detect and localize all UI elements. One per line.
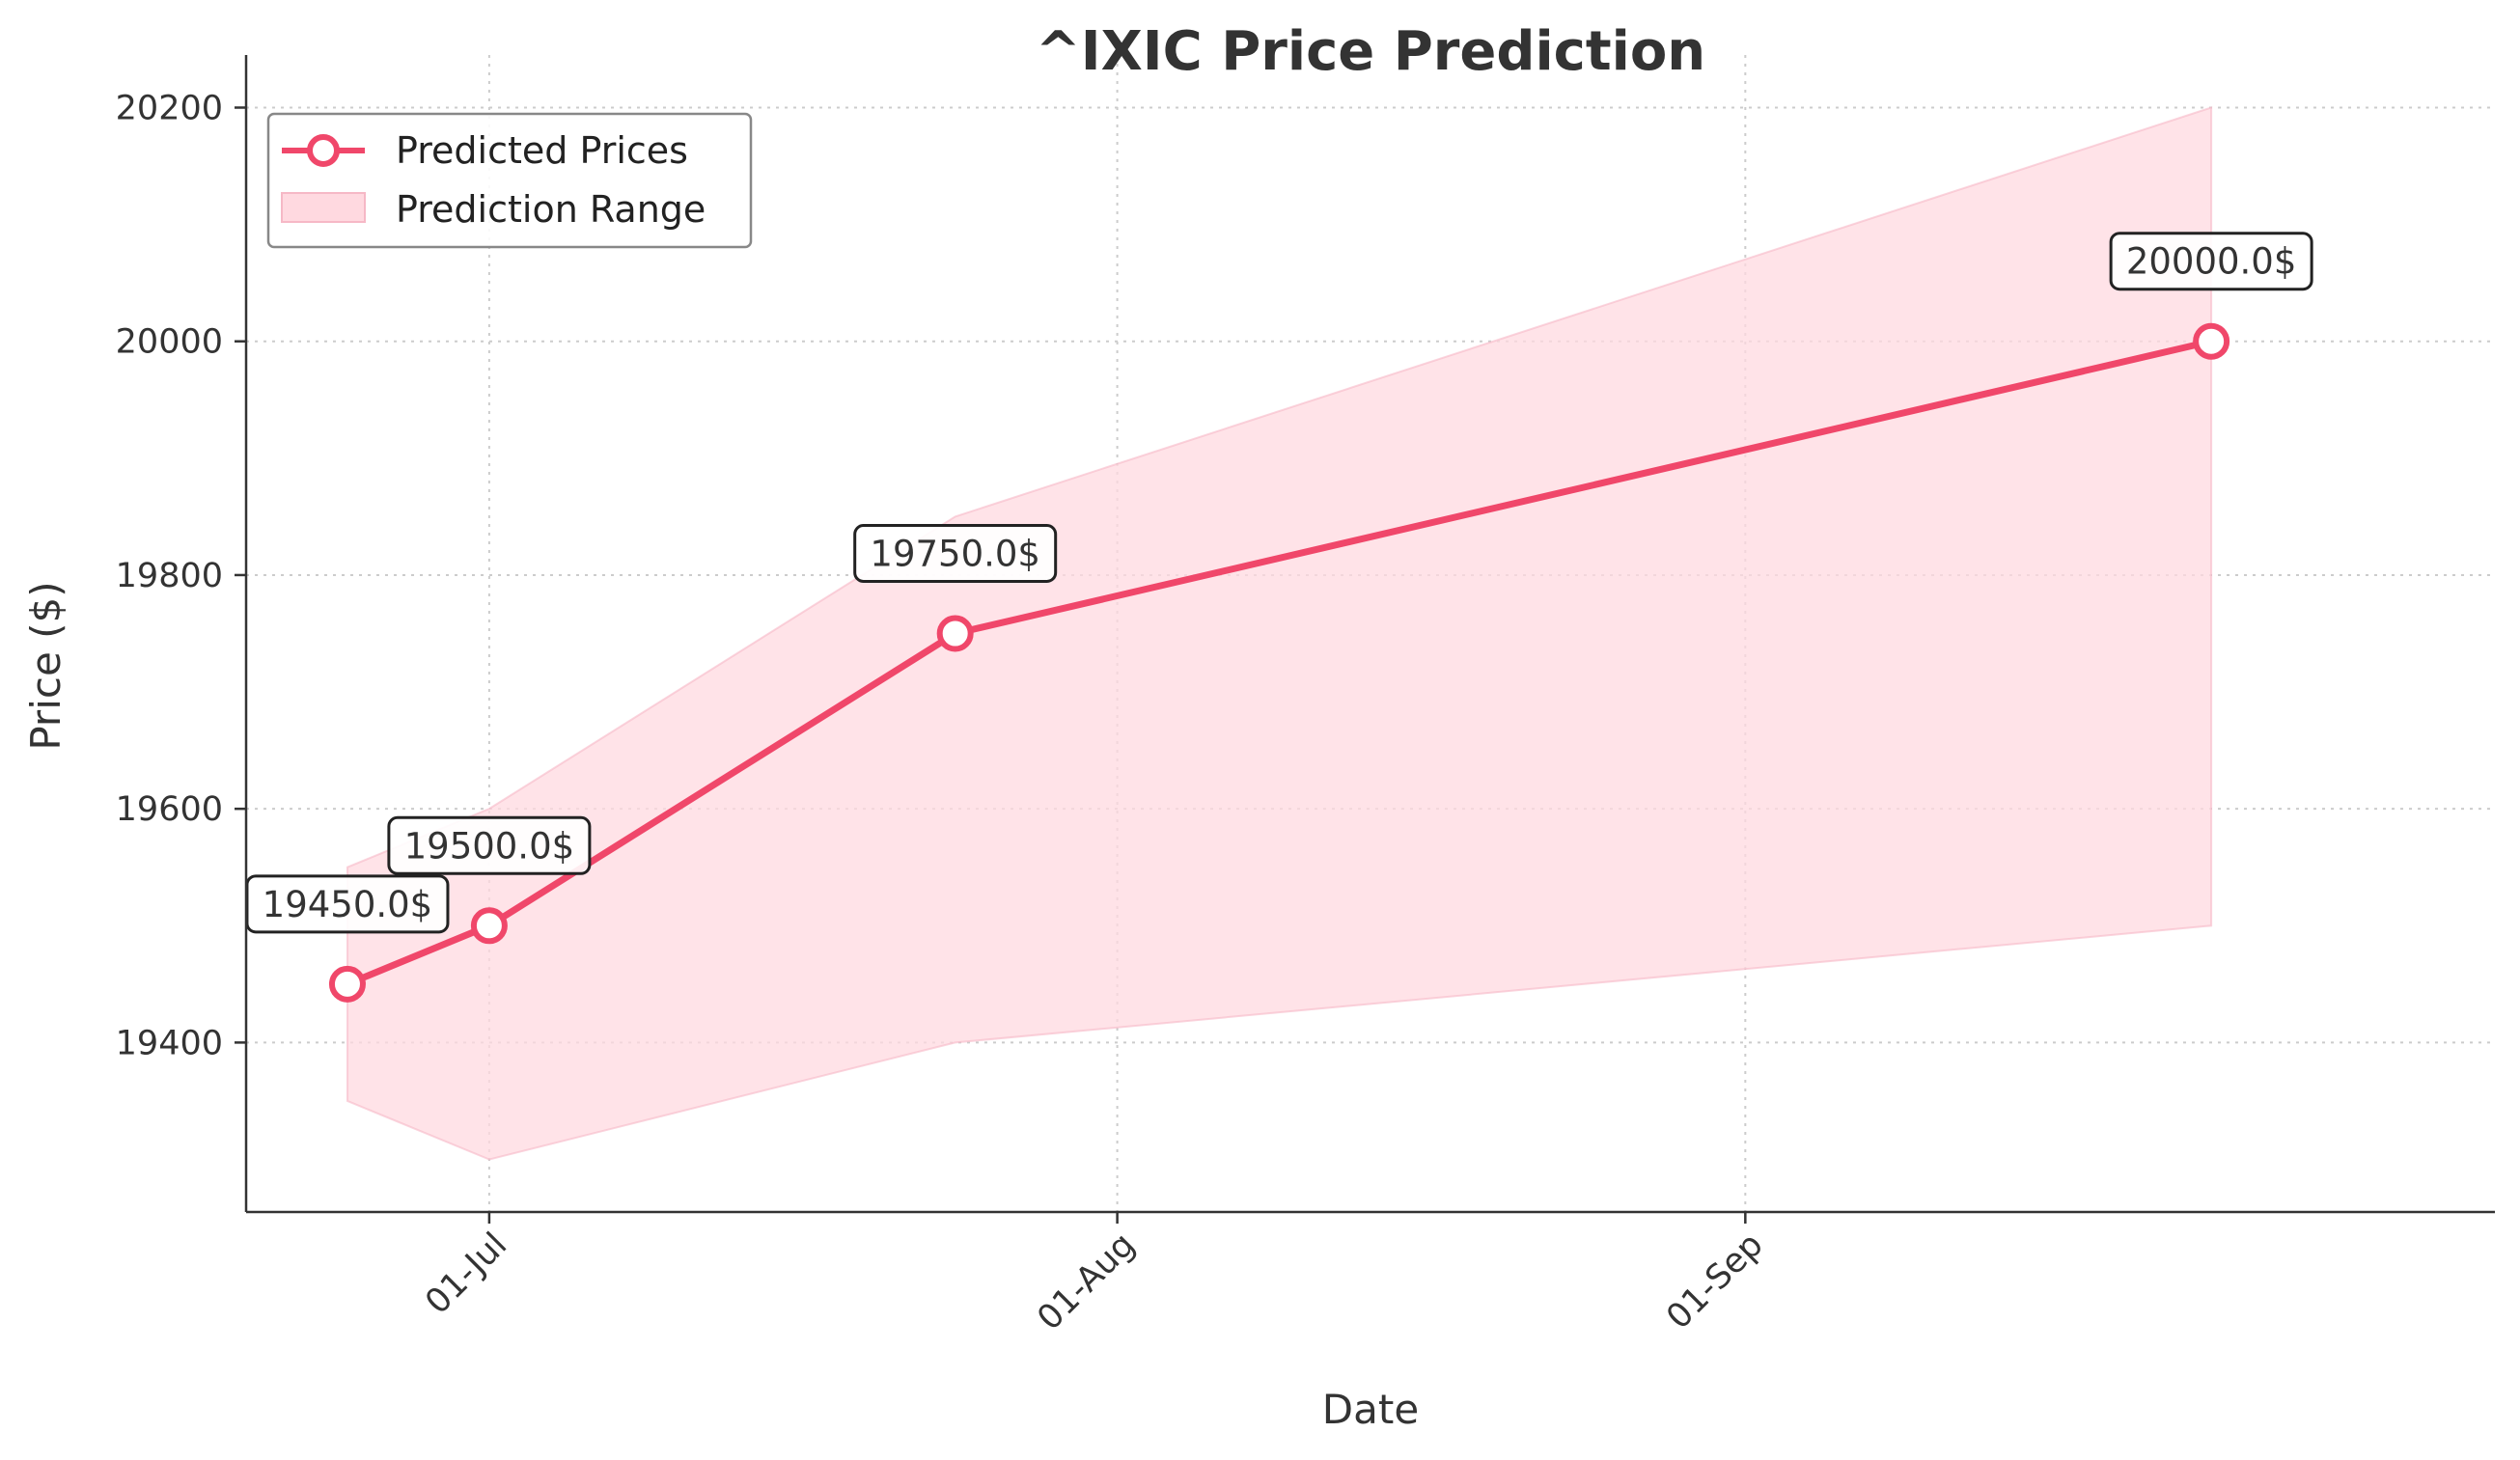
data-point-marker xyxy=(936,615,974,652)
data-label-box xyxy=(387,815,592,875)
y-tick-label: 19600 xyxy=(116,790,223,829)
prediction-range-area xyxy=(346,106,2213,1161)
legend-label-prediction-range: Prediction Range xyxy=(396,188,706,231)
predicted-prices-line xyxy=(344,338,2215,988)
chart-title: ^IXIC Price Prediction xyxy=(1036,20,1705,83)
y-ticks: 19400 19600 19800 20000 20200 xyxy=(116,90,246,1062)
data-point-marker xyxy=(470,907,508,945)
legend-area-swatch xyxy=(281,192,366,223)
y-tick-label: 19800 xyxy=(116,557,223,595)
legend-label-predicted-prices: Predicted Prices xyxy=(396,129,688,172)
data-point-marker xyxy=(328,965,366,1003)
predicted-prices-polyline xyxy=(344,338,2215,988)
y-axis-label: Price ($) xyxy=(22,581,69,750)
legend-frame xyxy=(266,112,753,249)
data-label-box xyxy=(2109,232,2313,291)
data-point-marker xyxy=(2193,322,2230,360)
y-tick-label: 19400 xyxy=(116,1024,223,1062)
x-axis-label: Date xyxy=(1322,1386,1419,1433)
data-label-box xyxy=(853,524,1058,583)
data-label: 20000.0$ xyxy=(2126,241,2297,283)
data-label: 19500.0$ xyxy=(404,825,575,867)
prediction-range-band xyxy=(346,106,2213,1161)
data-labels: 19450.0$ 19500.0$ 19750.0$ 20000.0$ xyxy=(245,232,2313,934)
predicted-prices-markers xyxy=(328,322,2230,1003)
y-tick-label: 20000 xyxy=(116,323,223,362)
legend: Predicted Prices Prediction Range xyxy=(266,112,753,249)
legend-marker-swatch xyxy=(307,134,340,167)
data-label: 19450.0$ xyxy=(263,884,433,925)
data-label: 19750.0$ xyxy=(870,534,1040,575)
y-tick-label: 20200 xyxy=(116,90,223,128)
axes xyxy=(244,55,2495,1214)
